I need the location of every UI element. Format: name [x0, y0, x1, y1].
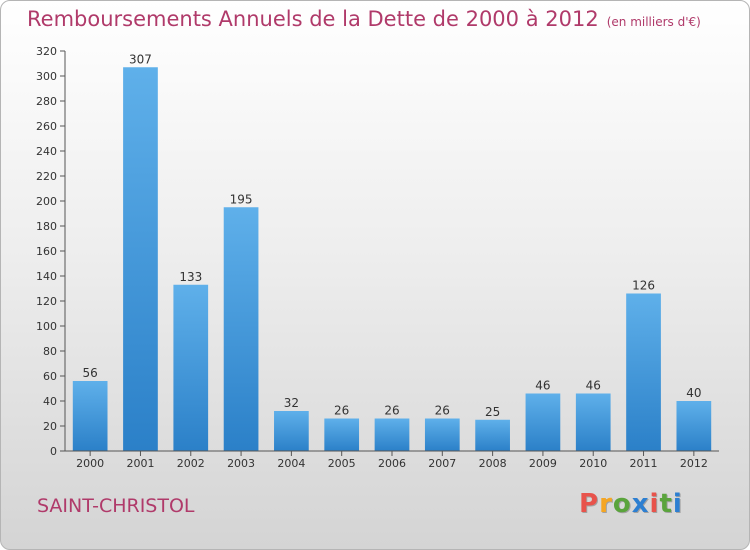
- bar-2001: [123, 67, 158, 451]
- y-tick-label: 140: [36, 270, 57, 283]
- y-tick-label: 160: [36, 245, 57, 258]
- x-tick-label: 2011: [630, 457, 658, 470]
- bar-2012: [676, 401, 712, 451]
- x-tick-label: 2005: [328, 457, 356, 470]
- x-tick-label: 2001: [126, 457, 154, 470]
- bar-2003: [223, 207, 259, 451]
- bar-value-label: 307: [129, 52, 152, 66]
- bar-value-label: 126: [632, 279, 655, 293]
- bar-value-label: 56: [83, 366, 98, 380]
- bar-value-label: 25: [485, 405, 500, 419]
- y-tick-label: 20: [43, 420, 57, 433]
- bar-2010: [575, 393, 611, 451]
- bar-2007: [424, 418, 460, 451]
- bar-2011: [626, 293, 661, 451]
- logo-letter: i: [649, 489, 660, 519]
- y-tick-label: 320: [36, 45, 57, 58]
- logo-letter: P: [579, 489, 600, 519]
- x-tick-label: 2008: [479, 457, 507, 470]
- bar-2002: [173, 284, 209, 451]
- x-tick-label: 2007: [428, 457, 456, 470]
- logo-letter: t: [659, 489, 673, 519]
- y-tick-label: 100: [36, 320, 57, 333]
- x-tick-label: 2006: [378, 457, 406, 470]
- y-tick-label: 40: [43, 395, 57, 408]
- x-tick-label: 2000: [76, 457, 104, 470]
- bar-2000: [72, 381, 108, 451]
- bar-value-label: 40: [686, 386, 701, 400]
- logo-letter: x: [631, 489, 650, 519]
- y-tick-label: 300: [36, 70, 57, 83]
- y-tick-label: 200: [36, 195, 57, 208]
- y-tick-label: 180: [36, 220, 57, 233]
- x-tick-label: 2002: [177, 457, 205, 470]
- bar-value-label: 32: [284, 396, 299, 410]
- x-tick-label: 2012: [680, 457, 708, 470]
- chart-subtitle: (en milliers d'€): [606, 15, 701, 29]
- bar-2005: [324, 418, 360, 451]
- city-name: SAINT-CHRISTOL: [37, 495, 195, 517]
- chart-title: Remboursements Annuels de la Dette de 20…: [27, 7, 701, 31]
- y-tick-label: 60: [43, 370, 57, 383]
- bar-value-label: 195: [230, 192, 253, 206]
- y-tick-label: 0: [50, 445, 57, 458]
- y-tick-label: 120: [36, 295, 57, 308]
- bar-value-label: 26: [334, 404, 349, 418]
- bar-2008: [475, 419, 510, 451]
- x-tick-label: 2010: [579, 457, 607, 470]
- y-tick-label: 240: [36, 145, 57, 158]
- bar-value-label: 26: [435, 404, 450, 418]
- bar-2004: [274, 411, 309, 451]
- bar-value-label: 26: [384, 404, 399, 418]
- x-tick-label: 2004: [277, 457, 305, 470]
- bar-value-label: 133: [179, 270, 202, 284]
- logo-letter: r: [599, 489, 613, 519]
- logo-letter: o: [612, 489, 632, 519]
- x-tick-label: 2003: [227, 457, 255, 470]
- x-tick-label: 2009: [529, 457, 557, 470]
- bar-2009: [525, 393, 561, 451]
- y-tick-label: 220: [36, 170, 57, 183]
- logo-letter: i: [672, 489, 683, 519]
- bar-value-label: 46: [586, 379, 601, 393]
- bar-value-label: 46: [535, 379, 550, 393]
- y-tick-label: 260: [36, 120, 57, 133]
- chart-title-text: Remboursements Annuels de la Dette de 20…: [27, 7, 599, 31]
- y-tick-label: 80: [43, 345, 57, 358]
- y-tick-label: 280: [36, 95, 57, 108]
- bar-2006: [374, 418, 410, 451]
- proxiti-logo: Proxiti: [579, 489, 683, 519]
